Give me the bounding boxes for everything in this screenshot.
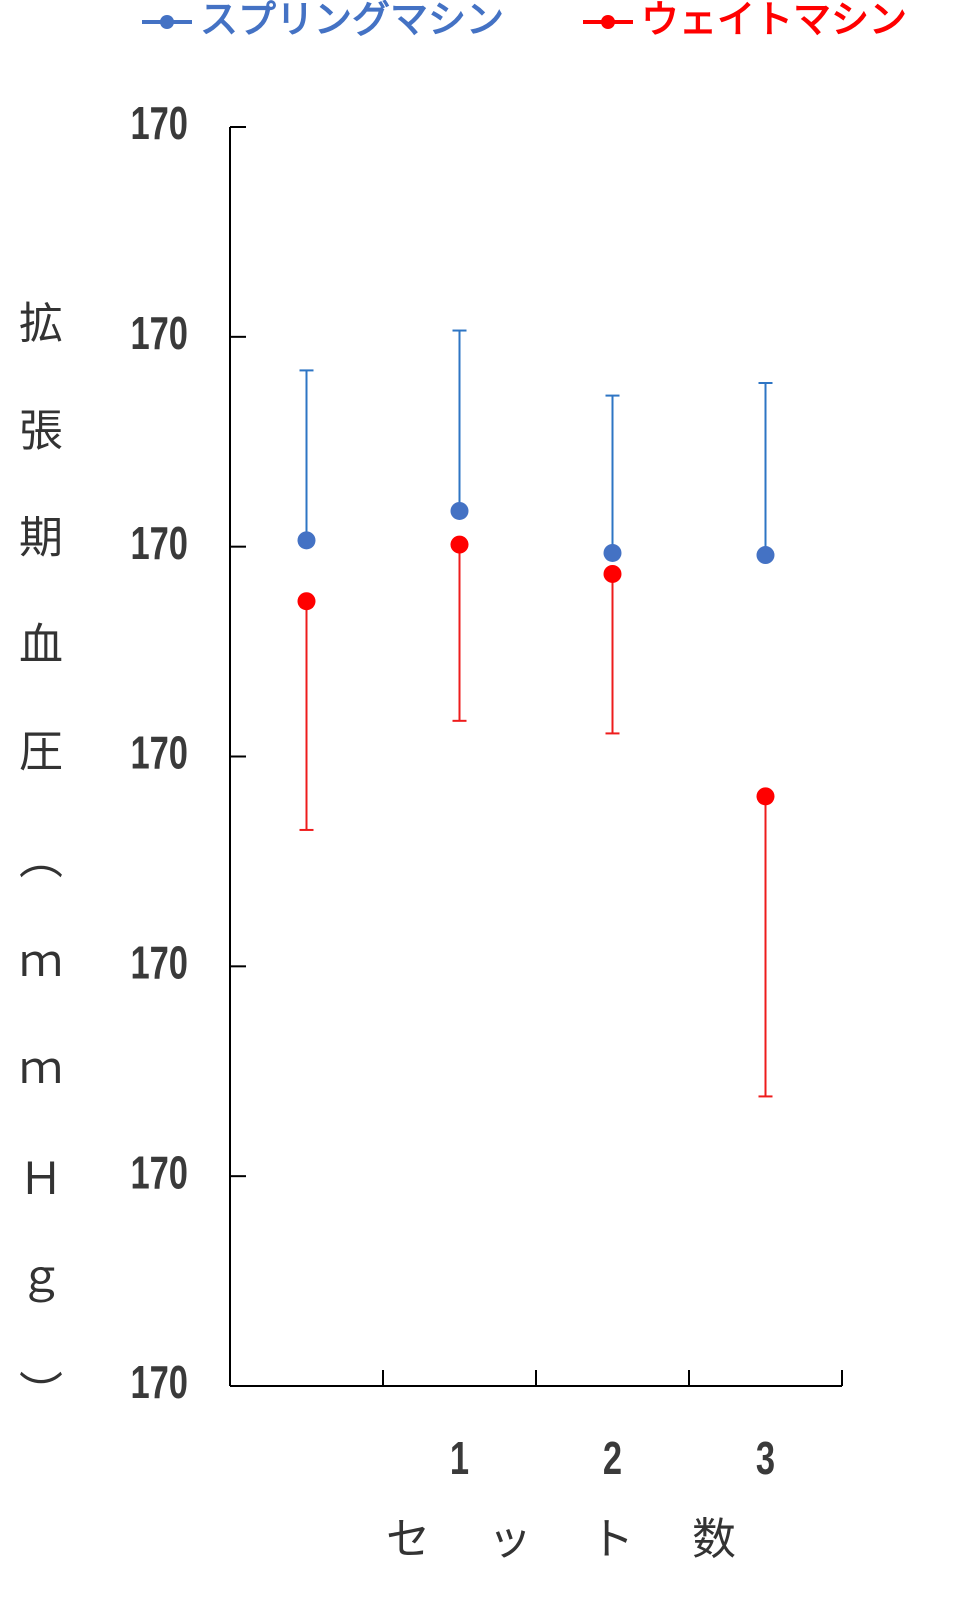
y-tick-label: 170 — [130, 937, 188, 989]
x-axis-title: セット数 — [386, 1514, 794, 1565]
marker — [297, 531, 316, 550]
legend-label: スプリングマシン — [200, 0, 504, 42]
marker — [603, 564, 622, 583]
marker — [450, 535, 469, 554]
y-tick-label: 170 — [130, 97, 188, 149]
y-tick-label: 170 — [130, 1146, 188, 1198]
y-axis-title: 拡張期血圧（ｍｍＨｇ） — [11, 300, 62, 1477]
legend-marker — [160, 15, 174, 29]
marker — [756, 787, 775, 806]
y-tick-label: 170 — [130, 1356, 188, 1408]
marker — [756, 546, 775, 565]
y-tick-label: 170 — [130, 307, 188, 359]
marker — [603, 543, 622, 562]
x-tick-label: 1 — [450, 1432, 469, 1484]
x-tick-label: 3 — [756, 1432, 775, 1484]
legend-marker — [601, 15, 615, 29]
y-tick-label: 170 — [130, 727, 188, 779]
x-tick-label: 2 — [603, 1432, 622, 1484]
marker — [297, 592, 316, 611]
y-tick-label: 170 — [130, 517, 188, 569]
legend-label: ウェイトマシン — [641, 0, 907, 42]
marker — [450, 501, 469, 520]
